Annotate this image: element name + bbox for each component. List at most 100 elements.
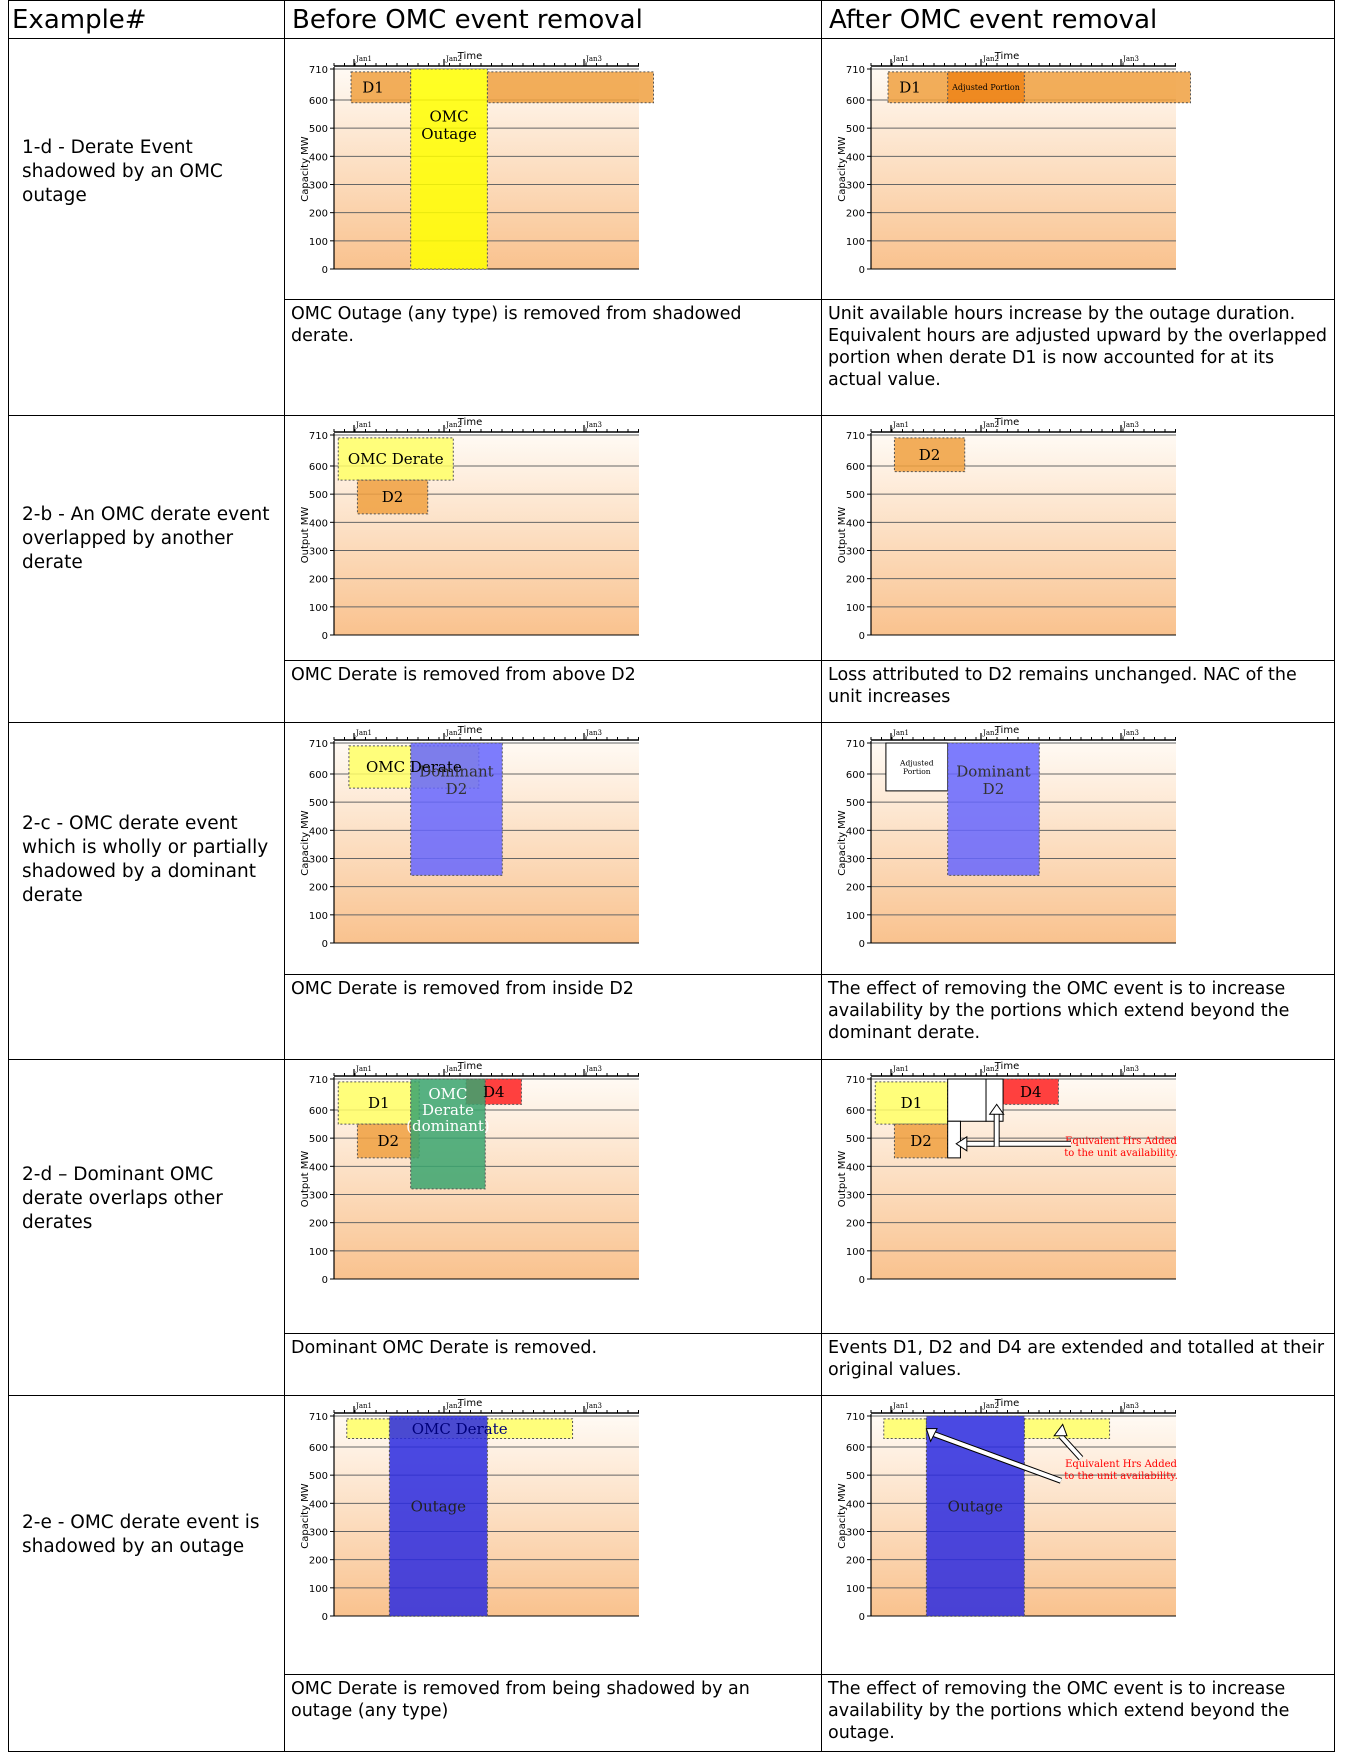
header-divider bbox=[8, 38, 1335, 39]
chart-svg: 710 600 500 400 300 200 100 0 Output MW D2 Jan1 Jan… bbox=[837, 417, 1176, 642]
row-divider bbox=[8, 415, 1335, 416]
y-tick-label: 0 bbox=[859, 265, 865, 276]
y-tick-label: 500 bbox=[846, 490, 865, 501]
event-D1 bbox=[350, 71, 412, 104]
y-tick-label: 710 bbox=[846, 431, 865, 442]
before-desc-2c: OMC Derate is removed from inside D2 bbox=[291, 979, 634, 999]
time-axis-title: Time bbox=[994, 417, 1019, 428]
event-label-D4-line: D4 bbox=[1020, 1083, 1042, 1101]
annotation-arrowhead bbox=[925, 1428, 938, 1443]
event-label-D2-line: D2 bbox=[919, 446, 941, 464]
y-tick-label: 100 bbox=[846, 1584, 865, 1595]
event-label-dominant-omc-derate-line: Derate bbox=[422, 1101, 474, 1119]
y-tick-label: 300 bbox=[309, 1190, 328, 1201]
y-tick-label: 200 bbox=[309, 209, 328, 220]
event-label-D1-line: D1 bbox=[899, 79, 921, 97]
event-label-outage: Outage bbox=[948, 1497, 1004, 1515]
event-label-D1: D1 bbox=[901, 1094, 923, 1112]
image-desc-divider bbox=[284, 660, 1335, 661]
y-tick-label: 400 bbox=[846, 152, 865, 163]
event-label-D2: D2 bbox=[919, 446, 941, 464]
y-tick-label: 200 bbox=[309, 1219, 328, 1230]
y-tick-label: 500 bbox=[309, 1134, 328, 1145]
y-tick-label: 0 bbox=[859, 631, 865, 642]
y-tick-label: 200 bbox=[846, 1556, 865, 1567]
y-tick-label: 0 bbox=[322, 1275, 328, 1286]
y-tick-label: 100 bbox=[846, 1247, 865, 1258]
annotation-text-line: Equivalent Hrs Added bbox=[1065, 1459, 1177, 1470]
image-desc-divider bbox=[284, 1674, 1335, 1675]
event-D1 bbox=[874, 1081, 949, 1125]
table-border-right bbox=[1334, 0, 1335, 1752]
event-label-omc-derate-line: OMC Derate bbox=[348, 450, 444, 468]
y-tick-label: 500 bbox=[309, 490, 328, 501]
event-omc-derate bbox=[337, 437, 454, 481]
y-tick-label: 0 bbox=[322, 939, 328, 950]
y-tick-label: 300 bbox=[309, 180, 328, 191]
table-border-left bbox=[8, 0, 9, 1752]
annotation-arrowhead bbox=[1053, 1423, 1068, 1437]
y-tick-label: 400 bbox=[309, 1499, 328, 1510]
event-label-D2-line: D2 bbox=[378, 1132, 400, 1150]
header-after: After OMC event removal bbox=[829, 5, 1158, 35]
chart-svg: 710 600 500 400 300 200 100 0 Output MW D1 D2 D4 Equ… bbox=[837, 1061, 1178, 1286]
time-axis-title: Time bbox=[994, 1398, 1019, 1409]
y-tick-label: 0 bbox=[322, 1612, 328, 1623]
y-tick-label: 600 bbox=[846, 462, 865, 473]
after-chart-2e: 710 600 500 400 300 200 100 0 Capacity MW Outage E… bbox=[831, 1398, 1196, 1639]
event-adjusted-portion bbox=[885, 742, 949, 792]
y-tick-label: 600 bbox=[846, 1443, 865, 1454]
event-label-dominant-omc-derate: OMC Derate (dominant) bbox=[406, 1085, 490, 1135]
annotation-text: Equivalent Hrs Added to the unit availabi… bbox=[1064, 1459, 1178, 1482]
time-axis-title: Time bbox=[994, 725, 1019, 736]
time-tick-label: Jan3 bbox=[585, 729, 602, 737]
y-axis-label: Capacity MW bbox=[837, 1483, 848, 1549]
y-tick-label: 400 bbox=[309, 826, 328, 837]
time-tick-label: Jan3 bbox=[585, 421, 602, 429]
image-desc-divider bbox=[284, 299, 1335, 300]
y-tick-label: 710 bbox=[846, 1412, 865, 1423]
annotation-text-line: to the unit availability. bbox=[1064, 1471, 1178, 1482]
y-tick-label: 710 bbox=[309, 1412, 328, 1423]
y-tick-label: 0 bbox=[859, 1612, 865, 1623]
y-tick-label: 600 bbox=[309, 770, 328, 781]
event-label-D4: D4 bbox=[1020, 1083, 1042, 1101]
y-tick-label: 500 bbox=[309, 1471, 328, 1482]
time-axis-title: Time bbox=[457, 1061, 482, 1072]
y-axis-label: Capacity MW bbox=[300, 136, 311, 202]
y-tick-label: 600 bbox=[309, 1443, 328, 1454]
time-tick-label: Jan3 bbox=[1122, 1065, 1139, 1073]
event-label-omc-outage-line: OMC bbox=[429, 108, 468, 126]
before-desc-1d: OMC Outage (any type) is removed from sh… bbox=[291, 304, 742, 346]
y-tick-label: 100 bbox=[846, 237, 865, 248]
before-desc-2d: Dominant OMC Derate is removed. bbox=[291, 1338, 598, 1358]
y-tick-label: 300 bbox=[309, 854, 328, 865]
after-desc-2e: The effect of removing the OMC event is … bbox=[828, 1679, 1290, 1743]
before-chart-2e: 710 600 500 400 300 200 100 0 Capacity MW OMC Der… bbox=[294, 1398, 659, 1639]
time-tick-label: Jan1 bbox=[892, 421, 909, 429]
y-tick-label: 710 bbox=[846, 739, 865, 750]
example-label-2b: 2-b - An OMC derate event overlapped by … bbox=[22, 504, 270, 573]
time-tick-label: Jan2 bbox=[982, 421, 999, 429]
event-label-dominant-D2-line: D2 bbox=[446, 780, 468, 798]
table-border-bottom bbox=[8, 1751, 1335, 1752]
row-divider bbox=[8, 1395, 1335, 1396]
event-label-D1-line: D1 bbox=[901, 1094, 923, 1112]
event-label-dominant-omc-derate-line: (dominant) bbox=[406, 1117, 490, 1135]
y-axis-label: Capacity MW bbox=[837, 136, 848, 202]
event-label-omc-outage: OMC Outage bbox=[421, 108, 477, 143]
event-D1 bbox=[887, 71, 1191, 104]
event-label-outage-line: Outage bbox=[948, 1497, 1004, 1515]
time-axis-title: Time bbox=[994, 51, 1019, 62]
time-tick-label: Jan2 bbox=[445, 1402, 462, 1410]
chart-svg: 710 600 500 400 300 200 100 0 Capacity MW D1 Adjus… bbox=[837, 51, 1191, 276]
y-tick-label: 200 bbox=[846, 883, 865, 894]
event-label-omc-derate: OMC Derate bbox=[366, 758, 462, 776]
y-tick-label: 100 bbox=[309, 1247, 328, 1258]
time-axis-title: Time bbox=[457, 725, 482, 736]
event-label-adjusted-portion: Adjusted Portion bbox=[899, 758, 934, 776]
after-desc-2c: The effect of removing the OMC event is … bbox=[828, 979, 1290, 1043]
y-tick-label: 300 bbox=[846, 854, 865, 865]
image-desc-divider bbox=[284, 974, 1335, 975]
event-label-D1-line: D1 bbox=[368, 1094, 390, 1112]
